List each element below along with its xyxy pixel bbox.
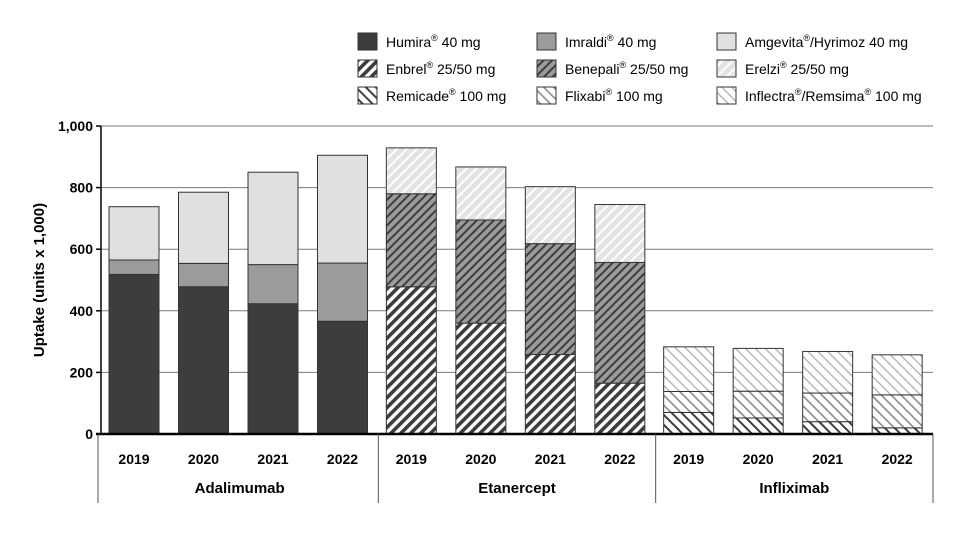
bar-infliximab-2021-flixabi-100-mg	[802, 392, 854, 423]
bar-infliximab-2022-inflectra-remsima-100-mg	[871, 354, 923, 396]
legend-swatch	[357, 86, 378, 105]
y-tick-label: 1,000	[58, 118, 93, 134]
bar-adalimumab-2021-imraldi-40-mg	[247, 264, 299, 305]
bar-infliximab-2021-inflectra-remsima-100-mg	[802, 350, 854, 394]
legend-label: Flixabi® 100 mg	[565, 87, 663, 104]
bar-etanercept-2019-enbrel-25-50-mg	[385, 286, 437, 435]
bar-etanercept-2022-benepali-25-50-mg	[594, 261, 646, 384]
bar-etanercept-2019-benepali-25-50-mg	[385, 193, 437, 288]
legend-swatch	[536, 59, 557, 78]
bar-adalimumab-2021-amgevita-hyrimoz-40-mg	[247, 171, 299, 266]
y-tick-label: 600	[70, 241, 94, 257]
bars	[108, 147, 923, 435]
x-tick-label: 2019	[118, 451, 149, 467]
bar-adalimumab-2021-humira-40-mg	[247, 303, 299, 435]
bar-etanercept-2021-erelzi-25-50-mg	[524, 186, 576, 245]
x-tick-label: 2022	[327, 451, 358, 467]
group-label-infliximab: Infliximab	[759, 480, 829, 497]
bar-infliximab-2021-remicade-100-mg	[802, 421, 854, 435]
bar-adalimumab-2019-amgevita-hyrimoz-40-mg	[108, 206, 160, 261]
bar-infliximab-2020-inflectra-remsima-100-mg	[732, 347, 784, 392]
bar-infliximab-2020-remicade-100-mg	[732, 417, 784, 435]
bar-etanercept-2020-erelzi-25-50-mg	[455, 166, 507, 221]
bar-infliximab-2020-flixabi-100-mg	[732, 390, 784, 419]
legend-swatch	[536, 32, 557, 51]
bar-etanercept-2020-enbrel-25-50-mg	[455, 322, 507, 435]
x-tick-label: 2021	[257, 451, 288, 467]
bar-infliximab-2019-inflectra-remsima-100-mg	[663, 346, 715, 392]
legend-label: Enbrel® 25/50 mg	[386, 60, 495, 77]
bar-etanercept-2022-erelzi-25-50-mg	[594, 204, 646, 263]
bar-adalimumab-2022-humira-40-mg	[317, 320, 368, 435]
y-tick-label: 400	[70, 303, 94, 319]
bar-adalimumab-2020-humira-40-mg	[178, 286, 229, 435]
x-tick-label: 2019	[396, 451, 427, 467]
bar-adalimumab-2020-imraldi-40-mg	[178, 262, 229, 288]
legend-label: Remicade® 100 mg	[386, 87, 506, 104]
gridlines	[96, 125, 933, 435]
legend-swatch	[716, 59, 737, 78]
legend-swatch	[716, 86, 737, 105]
group-label-adalimumab: Adalimumab	[195, 480, 285, 497]
bar-etanercept-2020-benepali-25-50-mg	[455, 219, 507, 324]
y-tick-label: 200	[70, 364, 94, 380]
bar-adalimumab-2019-humira-40-mg	[108, 273, 160, 435]
legend-label: Benepali® 25/50 mg	[565, 60, 688, 77]
legend-label: Imraldi® 40 mg	[565, 33, 656, 50]
x-tick-label: 2019	[673, 451, 704, 467]
bar-infliximab-2019-flixabi-100-mg	[663, 390, 715, 413]
axes	[96, 126, 934, 503]
bar-etanercept-2019-erelzi-25-50-mg	[385, 147, 437, 195]
x-tick-label: 2020	[465, 451, 496, 467]
y-tick-label: 0	[85, 426, 93, 442]
bar-adalimumab-2019-imraldi-40-mg	[108, 259, 160, 275]
x-tick-label: 2021	[812, 451, 843, 467]
legend-label: Humira® 40 mg	[386, 33, 481, 50]
x-tick-label: 2022	[604, 451, 635, 467]
bar-adalimumab-2022-imraldi-40-mg	[317, 262, 368, 322]
legend-label: Amgevita®/Hyrimoz 40 mg	[745, 33, 908, 50]
x-tick-label: 2020	[743, 451, 774, 467]
legend-swatch	[357, 32, 378, 51]
x-tick-label: 2021	[535, 451, 566, 467]
group-label-etanercept: Etanercept	[478, 480, 556, 497]
bar-etanercept-2022-enbrel-25-50-mg	[594, 382, 646, 435]
bar-adalimumab-2022-amgevita-hyrimoz-40-mg	[317, 154, 368, 264]
bar-infliximab-2022-flixabi-100-mg	[871, 394, 923, 429]
legend-swatch	[716, 32, 737, 51]
x-tick-label: 2020	[188, 451, 219, 467]
legend: Humira® 40 mg Imraldi® 40 mg Amgevita®/Hyr…	[357, 32, 922, 105]
legend-swatch	[536, 86, 557, 105]
y-axis-title: Uptake (units x 1,000)	[31, 203, 48, 357]
bar-etanercept-2021-enbrel-25-50-mg	[524, 354, 576, 435]
y-tick-label: 800	[70, 180, 94, 196]
legend-label: Inflectra®/Remsima® 100 mg	[745, 87, 922, 104]
bar-etanercept-2021-benepali-25-50-mg	[524, 243, 576, 356]
x-tick-label: 2022	[882, 451, 913, 467]
bar-adalimumab-2020-amgevita-hyrimoz-40-mg	[178, 191, 229, 264]
bar-infliximab-2019-remicade-100-mg	[663, 411, 715, 435]
legend-label: Erelzi® 25/50 mg	[745, 60, 849, 77]
axis-labels: 0 200 400 600 800 1,000 Uptake (units x 1,000)…	[31, 118, 913, 497]
legend-swatch	[357, 59, 378, 78]
